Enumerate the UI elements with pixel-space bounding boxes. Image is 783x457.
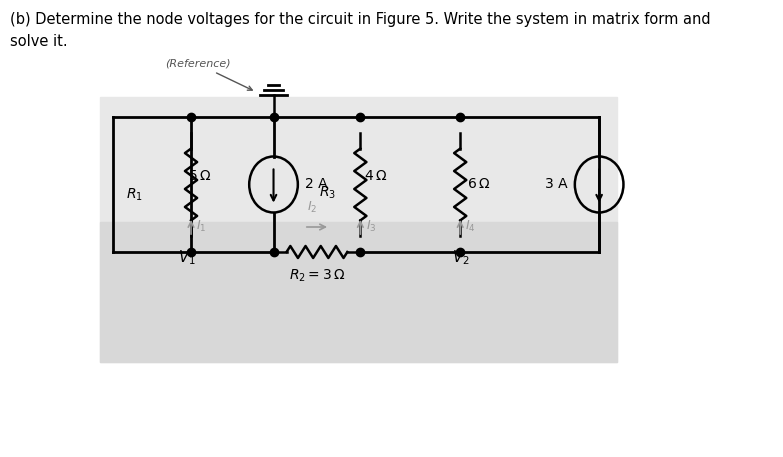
Text: 3 A: 3 A [545,177,568,191]
Text: $R_3$: $R_3$ [319,184,336,201]
Text: (b) Determine the node voltages for the circuit in Figure 5. Write the system in: (b) Determine the node voltages for the … [10,12,711,49]
Bar [100,222,616,362]
Text: 2 A: 2 A [305,177,327,191]
Text: $I_3$: $I_3$ [366,218,376,234]
Text: $R_1$: $R_1$ [126,186,143,203]
Text: $I_4$: $I_4$ [465,218,476,234]
Text: $V_2$: $V_2$ [452,248,469,267]
Text: (Reference): (Reference) [165,59,252,90]
Text: $I_2$: $I_2$ [308,200,318,215]
Bar [100,97,616,362]
Text: $V_1$: $V_1$ [178,248,196,267]
Text: $I_1$: $I_1$ [197,218,207,234]
Text: $4\,\Omega$: $4\,\Omega$ [364,170,387,184]
Text: $5\,\Omega$: $5\,\Omega$ [188,170,211,184]
Text: $R_2 = 3\,\Omega$: $R_2 = 3\,\Omega$ [289,268,345,284]
Text: $6\,\Omega$: $6\,\Omega$ [467,177,490,191]
